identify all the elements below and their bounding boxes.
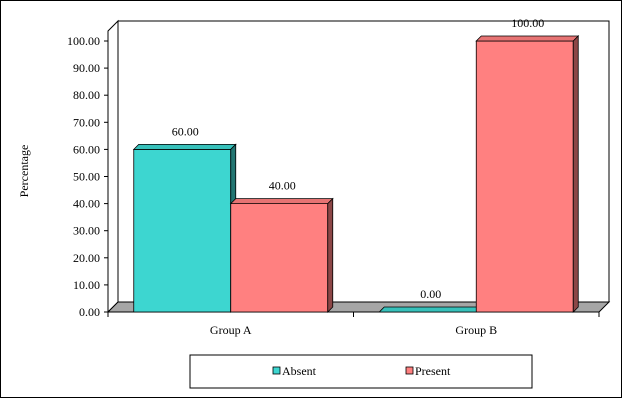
bar	[134, 149, 231, 312]
bar-top	[379, 307, 481, 312]
y-tick-label: 0.00	[79, 305, 100, 319]
y-tick-label: 80.00	[73, 88, 100, 102]
y-tick-label: 100.00	[67, 34, 100, 48]
y-tick-label: 40.00	[73, 197, 100, 211]
y-tick-label: 30.00	[73, 224, 100, 238]
legend-label: Present	[415, 364, 451, 378]
y-tick-label: 50.00	[73, 170, 100, 184]
bar-top	[231, 199, 333, 204]
legend-swatch	[273, 367, 280, 374]
y-tick-label: 70.00	[73, 115, 100, 129]
x-category-label: Group B	[455, 323, 497, 337]
bar	[476, 41, 573, 312]
bar-top	[134, 144, 236, 149]
plot-side-wall	[108, 21, 118, 312]
bar-side	[573, 36, 578, 312]
bar	[231, 204, 328, 312]
y-tick-label: 60.00	[73, 142, 100, 156]
legend-label: Absent	[282, 364, 317, 378]
data-label: 0.00	[420, 287, 441, 301]
data-label: 60.00	[172, 124, 199, 138]
y-tick-label: 90.00	[73, 61, 100, 75]
x-category-label: Group A	[210, 323, 252, 337]
y-tick-label: 10.00	[73, 278, 100, 292]
y-axis-title: Percentage	[17, 145, 31, 198]
data-label: 40.00	[269, 179, 296, 193]
bar-top	[476, 36, 578, 41]
legend-box	[190, 355, 532, 388]
bar-side	[328, 199, 333, 312]
y-tick-label: 20.00	[73, 251, 100, 265]
data-label: 100.00	[511, 16, 544, 30]
legend-swatch	[406, 367, 413, 374]
